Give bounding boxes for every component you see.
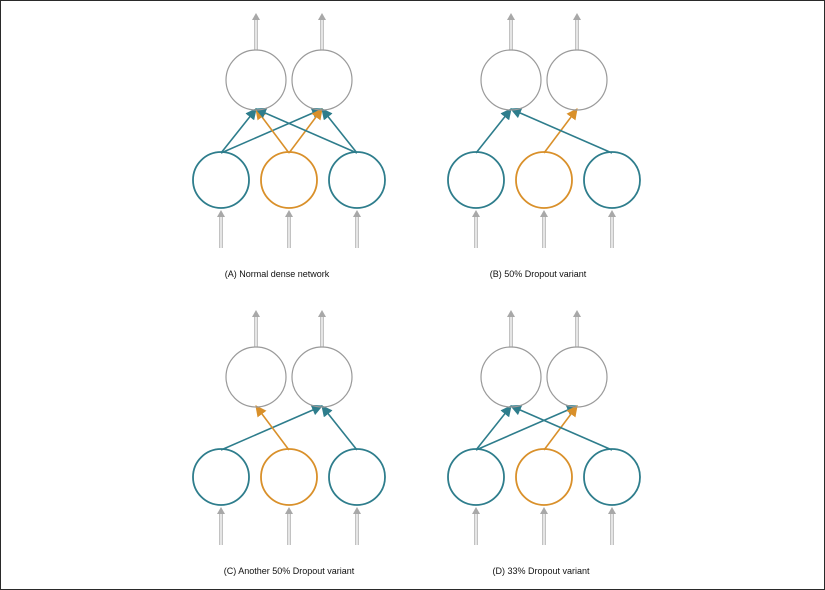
- input-node-1: [447, 448, 505, 506]
- caption-c: (C) Another 50% Dropout variant: [224, 566, 355, 576]
- input-node-1: [447, 151, 505, 209]
- caption-d: (D) 33% Dropout variant: [492, 566, 590, 576]
- input-arrow-3-head: [608, 210, 616, 217]
- input-node-1: [192, 448, 250, 506]
- output-arrow-2-head: [318, 310, 326, 317]
- output-arrow-1-head: [507, 13, 515, 20]
- input-node-3: [328, 151, 386, 209]
- input-arrow-2-head: [285, 210, 293, 217]
- output-node-1: [480, 49, 542, 111]
- input-arrow-1-head: [472, 507, 480, 514]
- caption-a: (A) Normal dense network: [225, 269, 330, 279]
- output-arrow-1-head: [507, 310, 515, 317]
- input-node-2: [260, 151, 318, 209]
- panel-b: [447, 13, 641, 248]
- connection-2: [255, 405, 290, 451]
- input-node-3: [328, 448, 386, 506]
- connection-3: [509, 107, 613, 154]
- output-arrow-1-head: [252, 13, 260, 20]
- input-node-3: [583, 151, 641, 209]
- output-node-2: [546, 49, 608, 111]
- input-node-1: [192, 151, 250, 209]
- input-node-2: [260, 448, 318, 506]
- output-node-2: [546, 346, 608, 408]
- caption-b: (B) 50% Dropout variant: [490, 269, 587, 279]
- connection-1: [475, 405, 512, 451]
- connection-2: [475, 404, 579, 451]
- output-arrow-2-head: [573, 310, 581, 317]
- connection-1: [475, 108, 512, 154]
- input-arrow-1-head: [472, 210, 480, 217]
- input-arrow-1-head: [217, 210, 225, 217]
- output-node-1: [480, 346, 542, 408]
- input-arrow-1-head: [217, 507, 225, 514]
- connection-1: [220, 108, 257, 154]
- input-arrow-2-head: [540, 507, 548, 514]
- output-node-1: [225, 49, 287, 111]
- output-arrow-2-head: [318, 13, 326, 20]
- panel-c: [192, 310, 386, 545]
- connection-4: [509, 404, 613, 451]
- input-arrow-2-head: [285, 507, 293, 514]
- output-node-2: [291, 346, 353, 408]
- input-arrow-3-head: [353, 507, 361, 514]
- output-node-1: [225, 346, 287, 408]
- connection-6: [321, 108, 358, 154]
- panel-d: [447, 310, 641, 545]
- input-node-2: [515, 151, 573, 209]
- input-node-2: [515, 448, 573, 506]
- output-arrow-2-head: [573, 13, 581, 20]
- input-node-3: [583, 448, 641, 506]
- connection-3: [321, 405, 358, 451]
- output-arrow-1-head: [252, 310, 260, 317]
- input-arrow-3-head: [608, 507, 616, 514]
- panel-a: [192, 13, 386, 248]
- input-arrow-2-head: [540, 210, 548, 217]
- connection-5: [254, 107, 358, 154]
- output-node-2: [291, 49, 353, 111]
- input-arrow-3-head: [353, 210, 361, 217]
